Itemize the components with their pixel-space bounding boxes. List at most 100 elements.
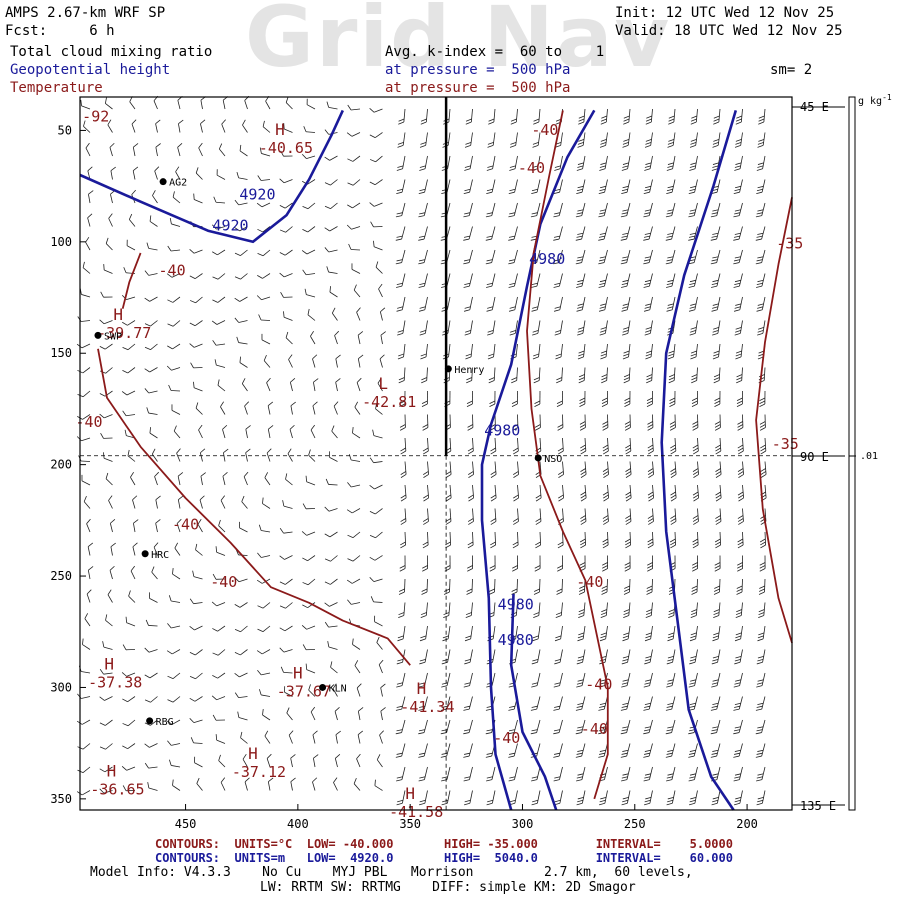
wind-barb-feather (712, 635, 719, 639)
wind-barb-feather (468, 521, 474, 525)
wind-barb-shaft (127, 743, 136, 750)
wind-barb-feather (576, 705, 583, 708)
wind-barb-feather (122, 644, 127, 651)
wind-barb-feather (691, 591, 698, 595)
wind-barb-feather (397, 144, 404, 148)
wind-barb-shaft (87, 546, 91, 556)
wind-barb-feather (198, 424, 203, 431)
wind-barb-feather (598, 235, 605, 238)
wind-barb-shaft (764, 531, 767, 546)
wind-barb-feather (714, 400, 721, 405)
wind-barb-shaft (424, 790, 428, 804)
wind-barb-feather (421, 377, 428, 381)
wind-barb-feather (418, 779, 425, 782)
wind-barb-feather (691, 380, 697, 384)
wind-barb-feather (558, 474, 564, 478)
wind-barb-feather (512, 450, 519, 455)
wind-barb-shaft (261, 694, 271, 697)
wind-barb-feather (712, 773, 719, 776)
wind-barb-feather (620, 708, 627, 711)
wind-barb-shaft (351, 508, 361, 514)
wind-barb-feather (443, 615, 449, 619)
wind-barb-shaft (517, 531, 519, 546)
wind-barb-shaft (468, 696, 473, 710)
wind-barb-feather (280, 666, 284, 673)
wind-barb-feather (576, 282, 583, 285)
wind-barb-feather (464, 306, 471, 309)
wind-barb-shaft (312, 781, 316, 791)
wind-barb-feather (579, 403, 586, 408)
wind-barb-shaft (193, 249, 203, 254)
wind-barb-feather (692, 565, 698, 569)
wind-barb-feather (670, 521, 677, 525)
wind-barb-feather (624, 538, 631, 543)
wind-barb-shaft (605, 132, 608, 146)
y-tick-label: 250 (50, 569, 72, 583)
wind-barb-feather (279, 178, 285, 184)
wind-barb-shaft (469, 790, 473, 804)
wind-barb-feather (177, 472, 184, 477)
wind-barb-shaft (194, 320, 203, 327)
wind-barb-shaft (284, 691, 293, 697)
wind-barb-shaft (696, 578, 698, 593)
wind-barb-shaft (104, 414, 113, 419)
wind-barb-shaft (104, 269, 113, 274)
wind-barb-shaft (558, 743, 563, 757)
wind-barb-feather (397, 306, 404, 309)
wind-barb-shaft (652, 437, 654, 451)
wind-barb-shaft (307, 602, 316, 609)
wind-barb-shaft (290, 758, 293, 768)
wind-barb-shaft (583, 367, 586, 381)
wind-barb-feather (643, 238, 650, 241)
wind-barb-feather (440, 732, 447, 735)
wind-barb-shaft (581, 672, 586, 686)
wind-barb-feather (692, 421, 698, 425)
wind-barb-feather (759, 588, 765, 592)
wind-barb-feather (421, 591, 428, 595)
wind-barb-shaft (306, 481, 316, 486)
wind-barb-feather (421, 380, 427, 384)
station-dot (319, 683, 327, 691)
height-contour-label: 4980 (484, 422, 520, 440)
wind-barb-feather (733, 191, 740, 195)
wind-barb-shaft (493, 108, 496, 122)
wind-barb-feather (666, 779, 673, 782)
wind-barb-feather (602, 565, 608, 569)
wind-barb-feather (712, 162, 719, 165)
wind-barb-feather (553, 235, 560, 238)
wind-barb-feather (644, 232, 651, 235)
wind-barb-feather (712, 142, 719, 145)
wind-barb-shaft (334, 335, 338, 345)
wind-barb-feather (647, 450, 654, 455)
wind-barb-feather (245, 425, 251, 430)
wind-barb-feather (667, 702, 674, 705)
wind-barb-feather (513, 497, 519, 502)
wind-barb-shaft (718, 602, 721, 616)
wind-barb-feather (577, 356, 584, 360)
wind-barb-shaft (379, 311, 383, 321)
wind-barb-shaft (446, 273, 451, 287)
wind-barb-feather (738, 521, 744, 525)
wind-barb-feather (623, 118, 630, 122)
wind-barb-feather (131, 189, 136, 195)
wind-barb-shaft (172, 296, 181, 303)
wind-barb-shaft (105, 367, 113, 374)
wind-barb-feather (580, 515, 586, 519)
wind-barb-shaft (194, 343, 203, 348)
wind-barb-feather (531, 776, 538, 779)
wind-barb-shaft (648, 719, 653, 733)
wind-barb-shaft (378, 288, 383, 298)
wind-barb-feather (130, 471, 134, 478)
wind-barb-feather (556, 380, 562, 384)
wind-barb-shaft (761, 672, 766, 686)
wind-barb-feather (486, 191, 493, 195)
wind-barb-feather (335, 378, 341, 383)
temp-contour-label: -40 (576, 573, 603, 591)
wind-barb-feather (711, 235, 718, 238)
wind-barb-feather (358, 707, 364, 712)
wind-barb-shaft (243, 476, 248, 486)
station-dot (141, 550, 149, 558)
wind-barb-feather (734, 282, 741, 285)
temp-contour-info: CONTOURS: UNITS=°C LOW= -40.000 HIGH= -3… (155, 837, 733, 851)
wind-barb-feather (397, 356, 404, 360)
